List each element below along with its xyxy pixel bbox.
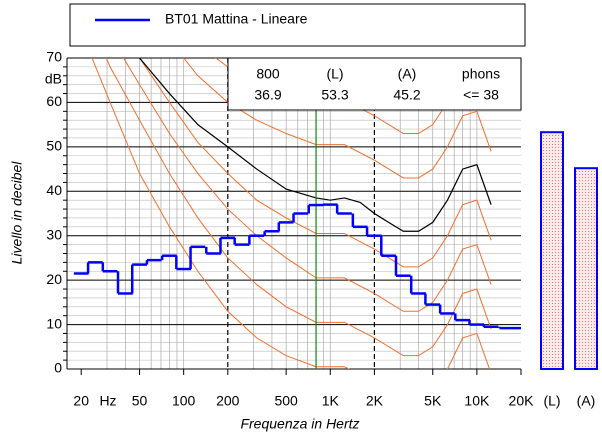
y-tick-label: 0 — [54, 360, 62, 376]
plot-clip — [91, 58, 492, 369]
x-tick-label: 10K — [464, 393, 490, 409]
readout-value: 53.3 — [321, 87, 348, 103]
x-tick-label: 200 — [216, 393, 240, 409]
x-tick-label: 2K — [366, 393, 384, 409]
x-tick-label: (L) — [543, 393, 560, 409]
x-tick-label: 50 — [132, 393, 148, 409]
x-tick-label: (A) — [577, 393, 596, 409]
contour-line — [105, 58, 492, 357]
y-tick-label: 70 — [46, 49, 62, 65]
y-tick-label: 50 — [46, 138, 62, 154]
x-tick-label: 5K — [424, 393, 442, 409]
contour-line — [183, 58, 492, 179]
x-tick-label: 100 — [172, 393, 196, 409]
contour-line — [91, 58, 491, 369]
y-tick-label: 20 — [46, 271, 62, 287]
x-tick-label: 1K — [322, 393, 340, 409]
loudness-line — [139, 58, 492, 232]
readout-header: (A) — [398, 66, 417, 82]
legend-label: BT01 Mattina - Lineare — [165, 11, 308, 27]
contour-line — [138, 58, 492, 268]
y-tick-label: 10 — [46, 315, 62, 331]
x-axis-label: Frequenza in Hertz — [240, 416, 359, 432]
contour-line — [122, 58, 492, 312]
x-tick-label: 20K — [509, 393, 535, 409]
legend-box — [69, 3, 526, 47]
bar — [540, 131, 564, 370]
readout-value: 36.9 — [254, 87, 281, 103]
y-tick-label: 40 — [46, 182, 62, 198]
y-unit: dB — [45, 71, 62, 87]
y-axis-label: Livello in decibel — [9, 161, 25, 265]
x-tick-label: 20 — [73, 393, 89, 409]
readout-value: <= 38 — [463, 87, 499, 103]
readout-header: (L) — [326, 66, 343, 82]
x-tick-label: 500 — [274, 393, 298, 409]
readout-header: 800 — [256, 66, 280, 82]
y-tick-label: 30 — [46, 226, 62, 242]
readout-header: phons — [462, 66, 500, 82]
readout-box — [227, 57, 522, 111]
bar — [574, 167, 598, 370]
readout-value: 45.2 — [393, 87, 420, 103]
y-tick-label: 60 — [46, 93, 62, 109]
x-unit: Hz — [99, 393, 116, 409]
